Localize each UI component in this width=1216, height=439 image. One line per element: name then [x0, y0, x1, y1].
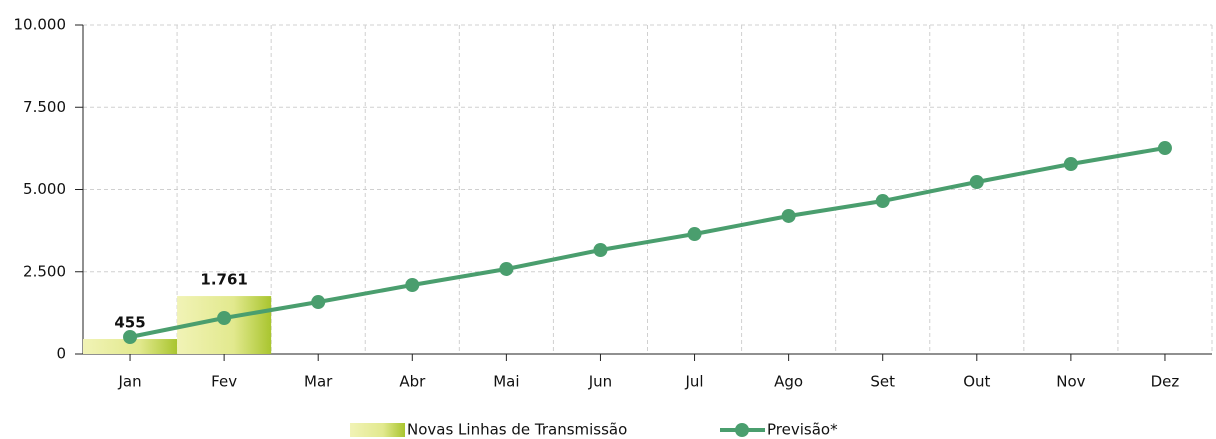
- bar-value-label: 455: [114, 314, 145, 332]
- x-tick-label: Set: [870, 373, 895, 391]
- x-tick-label: Ago: [774, 373, 803, 391]
- y-tick-label: 5.000: [23, 180, 66, 198]
- x-tick-label: Dez: [1151, 373, 1180, 391]
- bar: [83, 339, 178, 354]
- x-tick-label: Abr: [399, 373, 426, 391]
- point: [1063, 157, 1078, 172]
- point: [1157, 141, 1172, 156]
- point: [405, 278, 420, 293]
- point: [593, 243, 608, 258]
- x-tick-label: Mai: [493, 373, 519, 391]
- y-tick-label: 7.500: [23, 98, 66, 116]
- x-tick-label: Jun: [588, 373, 612, 391]
- x-tick-label: Mar: [304, 373, 333, 391]
- point: [875, 194, 890, 209]
- legend-swatch: [350, 423, 405, 437]
- point: [781, 208, 796, 223]
- x-tick-label: Nov: [1056, 373, 1085, 391]
- legend-label: Previsão*: [767, 421, 838, 439]
- x-tick-label: Jul: [684, 373, 703, 391]
- x-tick-label: Out: [963, 373, 990, 391]
- bar-value-label: 1.761: [200, 271, 247, 289]
- y-tick-label: 2.500: [23, 262, 66, 280]
- point: [217, 311, 232, 326]
- point: [969, 174, 984, 189]
- y-tick-label: 0: [56, 345, 66, 363]
- legend-swatch: [735, 423, 749, 437]
- legend-label: Novas Linhas de Transmissão: [407, 421, 627, 439]
- x-tick-label: Fev: [211, 373, 237, 391]
- point: [687, 227, 702, 242]
- line: [129, 146, 1166, 339]
- point: [311, 295, 326, 310]
- point: [123, 329, 138, 344]
- x-tick-label: Jan: [117, 373, 141, 391]
- point: [499, 261, 514, 276]
- y-tick-label: 10.000: [14, 16, 67, 34]
